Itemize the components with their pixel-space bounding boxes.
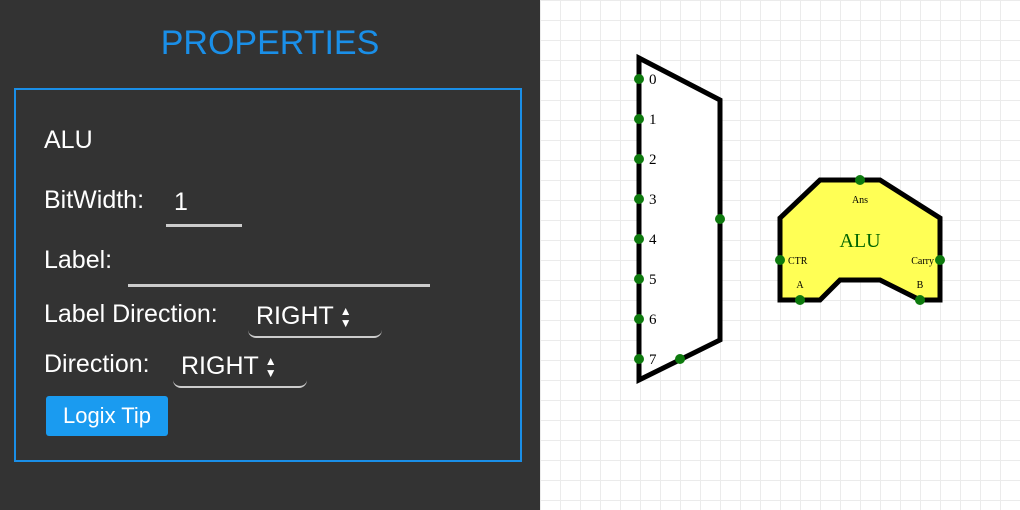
circuit-canvas[interactable]: 0 1 2 3 4 5 6 7 ALU Ans CTR Carry A B [540,0,1020,510]
multiplexer[interactable]: 0 1 2 3 4 5 6 7 [634,53,725,385]
alu-b-label: B [917,280,924,291]
select-arrows-icon: ▲ ▼ [264,354,277,381]
mux-input-label: 4 [649,232,657,248]
alu-carry-node[interactable] [935,255,945,265]
select-arrows-icon: ▲ ▼ [339,304,352,331]
label-input[interactable] [134,246,424,282]
mux-input-node[interactable] [634,154,644,164]
bitwidth-input[interactable]: 1 [174,188,188,216]
alu-b-node[interactable] [915,295,925,305]
label-input-underline [128,284,430,287]
alu-a-label: A [796,280,804,291]
mux-input-label: 3 [649,192,657,208]
mux-input-node[interactable] [634,354,644,364]
mux-input-node[interactable] [634,74,644,84]
direction-label: Direction: [44,350,150,378]
alu-ans-node[interactable] [855,175,865,185]
mux-input-node[interactable] [634,194,644,204]
mux-input-node[interactable] [634,234,644,244]
mux-input-label: 6 [649,312,657,328]
mux-input-label: 1 [649,112,657,128]
logix-tip-button[interactable]: Logix Tip [46,396,168,436]
label-direction-label: Label Direction: [44,300,218,328]
alu-block[interactable]: ALU Ans CTR Carry A B [775,175,945,305]
mux-control-node[interactable] [675,354,685,364]
mux-input-node[interactable] [634,114,644,124]
properties-panel: PROPERTIES ALU BitWidth: 1 Label: Label … [0,0,540,510]
mux-body[interactable] [636,53,723,385]
direction-select[interactable]: RIGHT ▲ ▼ [173,346,307,388]
mux-input-label: 2 [649,152,657,168]
element-name: ALU [44,126,93,154]
properties-box: ALU BitWidth: 1 Label: Label Direction: … [14,88,522,462]
mux-input-node[interactable] [634,314,644,324]
mux-input-label: 0 [649,72,657,88]
alu-a-node[interactable] [795,295,805,305]
alu-ans-label: Ans [852,195,868,206]
mux-input-label: 7 [649,352,657,368]
direction-value: RIGHT [181,352,259,380]
mux-output-node[interactable] [715,214,725,224]
label-direction-select[interactable]: RIGHT ▲ ▼ [248,296,382,338]
label-direction-value: RIGHT [256,302,334,330]
mux-input-node[interactable] [634,274,644,284]
label-label: Label: [44,246,113,274]
alu-carry-label: Carry [911,256,934,267]
bitwidth-label: BitWidth: [44,186,145,214]
bitwidth-input-underline [166,224,242,227]
circuit-svg[interactable]: 0 1 2 3 4 5 6 7 ALU Ans CTR Carry A B [540,0,1020,510]
alu-ctr-label: CTR [788,256,808,267]
mux-input-label: 5 [649,272,657,288]
panel-title: PROPERTIES [160,24,380,62]
alu-name: ALU [839,230,881,252]
alu-ctr-node[interactable] [775,255,785,265]
